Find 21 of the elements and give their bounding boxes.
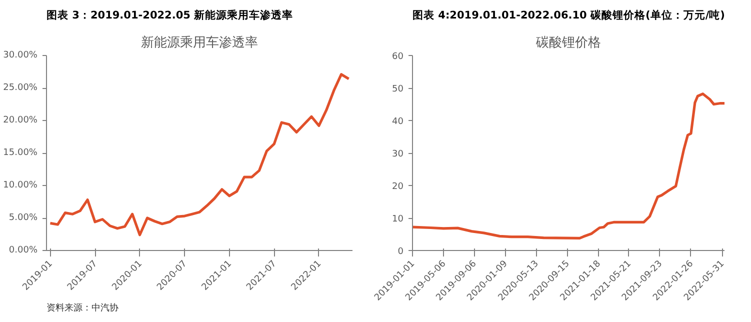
y-tick-label: 60 bbox=[392, 52, 404, 62]
line-series bbox=[48, 73, 350, 236]
y-tick-label: 30.00% bbox=[3, 50, 38, 60]
line-series bbox=[412, 92, 724, 240]
y-tick-label: 10.00% bbox=[3, 180, 38, 190]
text: 资料来源：中汽协 bbox=[46, 302, 118, 314]
y-tick-label: 40 bbox=[392, 117, 404, 127]
y-tick-label: 10 bbox=[392, 214, 404, 224]
y-tick-label: 50 bbox=[392, 84, 404, 94]
chart-title: 图表 3：2019.01-2022.05 新能源乘用车渗透率 bbox=[46, 8, 294, 22]
chart-subtitle: 新能源乘用车渗透率 bbox=[141, 34, 258, 50]
y-tick-label: 0 bbox=[398, 247, 404, 257]
y-tick-label: 20.00% bbox=[3, 116, 38, 126]
y-tick-label: 5.00% bbox=[8, 213, 38, 223]
y-tick-label: 30 bbox=[392, 150, 404, 160]
chart-subtitle: 碳酸锂价格 bbox=[535, 36, 601, 50]
chart-title: 图表 4:2019.01.01-2022.06.10 碳酸锂价格(单位：万元/吨) bbox=[412, 8, 725, 22]
y-tick-label: 20 bbox=[392, 182, 404, 192]
y-tick-label: 25.00% bbox=[3, 83, 38, 93]
y-tick-label: 0.00% bbox=[8, 246, 38, 256]
y-tick-label: 15.00% bbox=[3, 148, 38, 158]
